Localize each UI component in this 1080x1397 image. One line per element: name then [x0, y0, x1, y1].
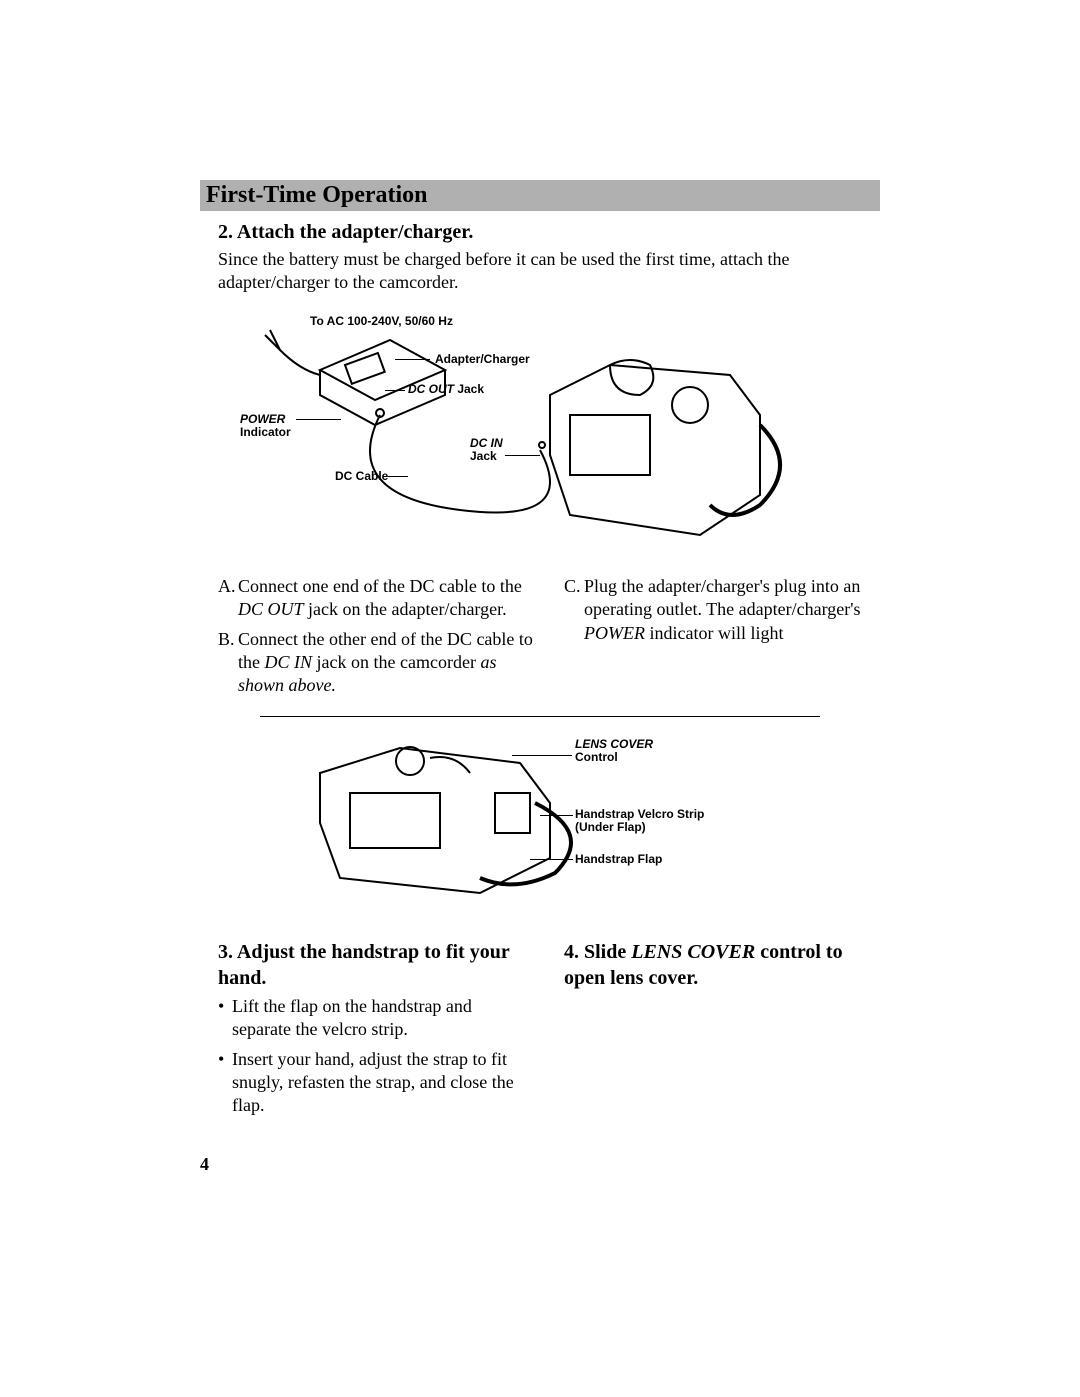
step3-bullet1: •Lift the flap on the handstrap and sepa…: [218, 995, 534, 1042]
label-lens-cover-control: LENS COVERControl: [575, 738, 653, 764]
col-right-abc: C. Plug the adapter/charger's plug into …: [564, 575, 880, 704]
step4-column: 4. Slide LENS COVER control to open lens…: [564, 933, 880, 1124]
col-left-abc: A. Connect one end of the DC cable to th…: [218, 575, 534, 704]
step3-column: 3. Adjust the handstrap to fit your hand…: [218, 933, 534, 1124]
diagram-adapter-charger: To AC 100-240V, 50/60 Hz Adapter/Charger…: [220, 315, 860, 555]
page-number: 4: [200, 1154, 880, 1175]
divider: [260, 716, 820, 717]
step2-title: 2. Attach the adapter/charger.: [218, 221, 880, 244]
step-A: A. Connect one end of the DC cable to th…: [218, 575, 534, 622]
diagram1-svg: [220, 315, 860, 555]
label-dc-in-jack: DC INJack: [470, 437, 503, 463]
label-adapter-charger: Adapter/Charger: [435, 353, 530, 366]
step3-bullet2: •Insert your hand, adjust the strap to f…: [218, 1048, 534, 1118]
label-handstrap-flap: Handstrap Flap: [575, 853, 662, 866]
step-C: C. Plug the adapter/charger's plug into …: [564, 575, 880, 645]
step-B: B. Connect the other end of the DC cable…: [218, 628, 534, 698]
label-dc-cable: DC Cable: [335, 470, 388, 483]
label-to-ac: To AC 100-240V, 50/60 Hz: [310, 315, 453, 328]
step4-title: 4. Slide LENS COVER control to open lens…: [564, 939, 880, 991]
label-dc-out-jack: DC OUT Jack: [408, 383, 484, 396]
section-header: First-Time Operation: [200, 180, 880, 211]
diagram-handstrap: LENS COVERControl Handstrap Velcro Strip…: [260, 733, 860, 913]
step3-title: 3. Adjust the handstrap to fit your hand…: [218, 939, 534, 991]
label-power-indicator: POWERIndicator: [240, 413, 291, 439]
step2-intro: Since the battery must be charged before…: [218, 248, 880, 295]
label-velcro-strip: Handstrap Velcro Strip(Under Flap): [575, 808, 704, 834]
diagram2-svg: [260, 733, 820, 903]
